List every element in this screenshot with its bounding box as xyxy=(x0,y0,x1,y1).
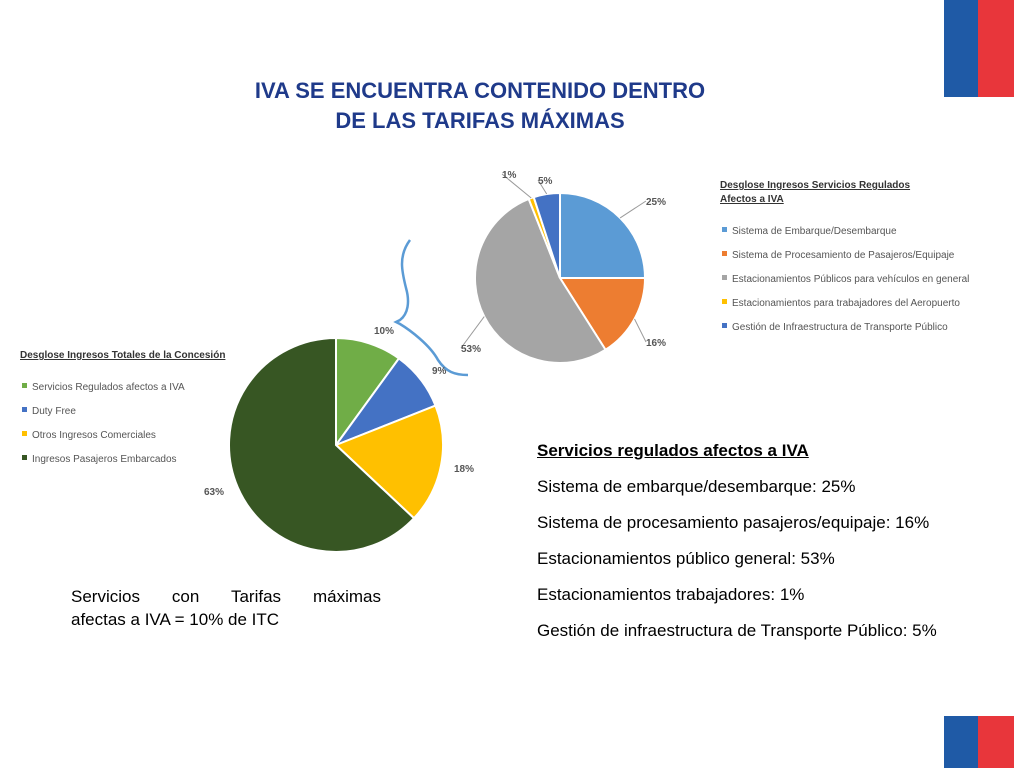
legend-item: Gestión de Infraestructura de Transporte… xyxy=(732,322,948,333)
government-logo-top xyxy=(944,0,1014,97)
slice-data-label: 5% xyxy=(538,176,553,187)
logo-blue-bar xyxy=(944,0,978,97)
slice-data-label: 18% xyxy=(454,464,474,475)
legend-swatch xyxy=(22,383,27,388)
regulated-services-pie-chart: 25% 16% 53% 1% 5% Desglose Ingresos Servicios… xyxy=(460,170,969,364)
slice-data-label: 9% xyxy=(432,366,447,377)
regulated-services-summary: Servicios regulados afectos a IVA Sistem… xyxy=(537,440,1007,656)
pie-slice xyxy=(334,404,444,520)
logo-red-bar xyxy=(978,0,1014,97)
slice-data-label: 25% xyxy=(646,197,666,208)
pie-slice xyxy=(474,197,607,364)
legend-swatch xyxy=(22,431,27,436)
legend-item: Servicios Regulados afectos a IVA xyxy=(32,382,185,393)
leader-line xyxy=(634,318,647,343)
legend-swatch xyxy=(722,299,727,304)
slide-title: IVA SE ENCUENTRA CONTENIDO DENTRO DE LAS… xyxy=(180,76,780,136)
legend-swatch xyxy=(722,275,727,280)
pie-slice xyxy=(532,191,561,279)
slice-data-label: 16% xyxy=(646,338,666,349)
government-logo-bottom xyxy=(944,716,1014,768)
legend-title: Desglose Ingresos Servicios Regulados xyxy=(720,180,911,191)
leader-line xyxy=(501,173,532,199)
legend-item: Otros Ingresos Comerciales xyxy=(32,430,156,441)
legend-swatch xyxy=(22,407,27,412)
legend-item: Estacionamientos Públicos para vehículos… xyxy=(732,274,969,285)
slide-title-line-2: DE LAS TARIFAS MÁXIMAS xyxy=(335,108,625,133)
leader-line xyxy=(619,200,647,219)
brace-connector xyxy=(393,239,469,377)
slice-data-label: 53% xyxy=(461,344,481,355)
logo-red-bar xyxy=(978,716,1014,768)
legend-title: Desglose Ingresos Totales de la Concesió… xyxy=(20,350,225,361)
leader-line xyxy=(460,316,485,349)
legend-swatch xyxy=(722,227,727,232)
legend-swatch xyxy=(722,251,727,256)
legend-item: Sistema de Procesamiento de Pasajeros/Eq… xyxy=(732,250,955,261)
logo-blue-bar xyxy=(944,716,978,768)
pie-slice xyxy=(228,336,416,553)
summary-item: Sistema de procesamiento pasajeros/equip… xyxy=(537,513,930,532)
tariff-note-line-1: Servicios con Tarifas máximas xyxy=(71,587,381,606)
legend-title: Afectos a IVA xyxy=(720,194,784,205)
slice-data-label: 10% xyxy=(374,326,394,337)
legend-item: Duty Free xyxy=(32,406,76,417)
summary-item: Gestión de infraestructura de Transporte… xyxy=(537,621,937,640)
summary-item: Estacionamientos público general: 53% xyxy=(537,549,835,568)
legend-item: Estacionamientos para trabajadores del A… xyxy=(732,298,960,309)
legend-item: Sistema de Embarque/Desembarque xyxy=(732,226,897,237)
tariff-note: Servicios con Tarifas máximas afectas a … xyxy=(71,585,381,631)
summary-item: Sistema de embarque/desembarque: 25% xyxy=(537,477,856,496)
slice-data-label: 1% xyxy=(502,170,517,181)
slide-title-line-1: IVA SE ENCUENTRA CONTENIDO DENTRO xyxy=(254,78,706,103)
tariff-note-line-2: afectas a IVA = 10% de ITC xyxy=(71,610,280,629)
slice-data-label: 63% xyxy=(204,487,224,498)
legend-swatch xyxy=(722,323,727,328)
summary-heading: Servicios regulados afectos a IVA xyxy=(537,441,809,460)
legend-item: Ingresos Pasajeros Embarcados xyxy=(32,454,177,465)
pie-slice xyxy=(559,191,647,279)
leader-line xyxy=(537,179,548,195)
legend-swatch xyxy=(22,455,27,460)
total-revenue-pie-chart: 10% 9% 18% 63% Desglose Ingresos Totales de … xyxy=(20,326,474,553)
summary-item: Estacionamientos trabajadores: 1% xyxy=(537,585,805,604)
